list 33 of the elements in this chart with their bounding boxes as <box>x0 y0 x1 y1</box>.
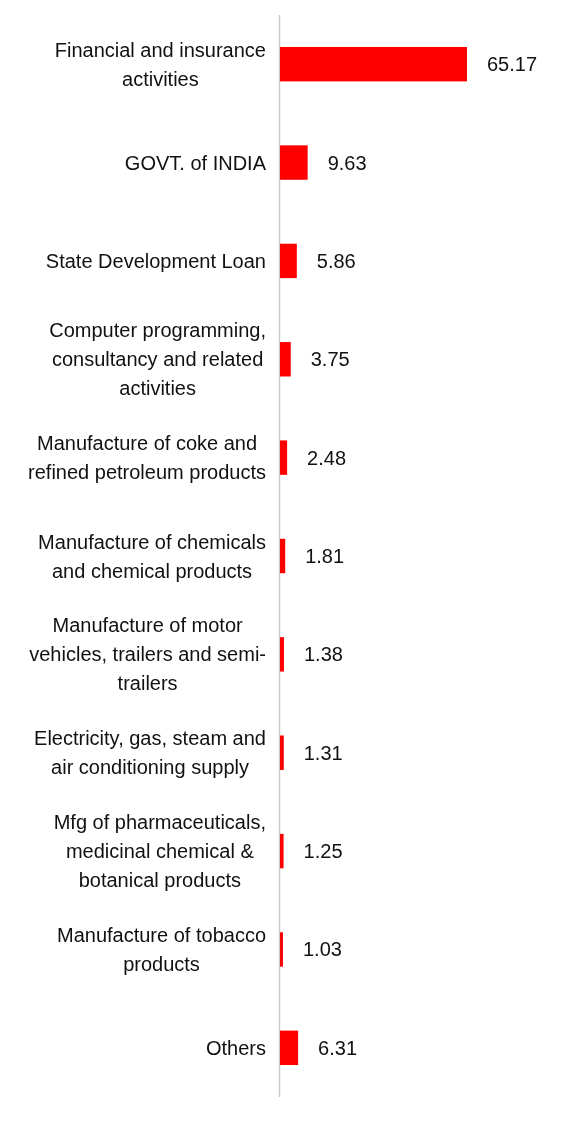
bar <box>280 243 297 279</box>
y-tick-label: Electricity, gas, steam and air conditioning supply <box>34 727 266 779</box>
y-tick-label: Manufacture of tobacco products <box>56 923 266 975</box>
bar <box>280 538 286 574</box>
y-tick-label: Others <box>205 1036 267 1059</box>
y-tick-label: Manufacture of motor vehicles, trailers and semi-trailers <box>29 614 266 695</box>
data-label: 2.48 <box>307 446 347 469</box>
data-label: 1.03 <box>302 938 342 961</box>
y-tick-label: GOVT. of INDIA <box>124 151 267 174</box>
y-tick-label: Mfg of pharmaceuticals, medicinal chemical & botanical products <box>53 811 267 892</box>
data-label: 6.31 <box>318 1036 358 1059</box>
bar <box>280 637 284 672</box>
bar <box>280 145 308 180</box>
y-tick-label: Manufacture of chemicals and chemical products <box>38 530 266 582</box>
bar <box>280 833 284 869</box>
bar <box>280 440 288 475</box>
data-label: 3.75 <box>310 348 350 371</box>
bar <box>280 342 291 377</box>
bar <box>280 46 467 82</box>
bar <box>280 735 284 770</box>
data-label: 1.31 <box>303 741 343 764</box>
y-tick-label: Financial and insurance activities <box>54 38 266 90</box>
y-tick-label: Manufacture of coke and refined petroleum products <box>28 432 267 484</box>
data-label: 9.63 <box>327 151 367 174</box>
data-label: 1.81 <box>305 545 345 567</box>
data-label: 1.25 <box>303 840 343 863</box>
bar <box>280 932 283 967</box>
data-label: 5.86 <box>316 249 356 272</box>
data-label: 1.38 <box>303 643 343 666</box>
data-label: 65.17 <box>487 53 538 76</box>
y-tick-label: Computer programming, consultancy and related activities <box>49 319 266 400</box>
y-tick-label: State Development Loan <box>45 249 266 272</box>
bar <box>280 1030 299 1066</box>
